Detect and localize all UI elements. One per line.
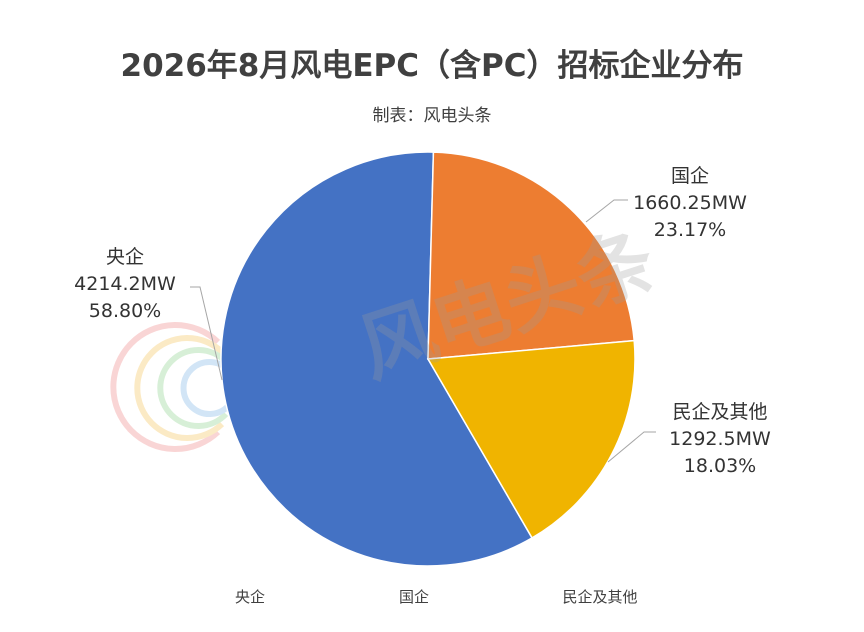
leader-line-state: [585, 199, 628, 223]
data-label-central-value: 4214.2MW: [74, 273, 176, 295]
data-label-private-category: 民企及其他: [672, 401, 767, 423]
legend-item-private: 民企及其他: [562, 588, 637, 606]
data-label-state-category: 国企: [671, 165, 709, 187]
data-labels: 央企 4214.2MW 58.80% 国企 1660.25MW 23.17% 民企及其他 12…: [74, 165, 771, 477]
leader-line-private: [607, 431, 656, 463]
watermark-logo-icon: [110, 322, 233, 452]
data-label-central-percent: 58.80%: [89, 300, 161, 322]
chart-title: 2026年8月风电EPC（含PC）招标企业分布: [120, 48, 744, 84]
leader-line-central: [190, 286, 223, 381]
legend: 央企 国企 民企及其他: [235, 588, 638, 606]
chart-subtitle: 制表：风电头条: [372, 106, 492, 126]
pie-slice-central: [220, 151, 534, 567]
legend-item-central: 央企: [235, 588, 265, 606]
pie-slice-private: [426, 339, 636, 539]
data-label-state-percent: 23.17%: [654, 219, 726, 241]
data-label-state-value: 1660.25MW: [633, 192, 747, 214]
leader-lines: [190, 199, 656, 463]
data-label-private-percent: 18.03%: [684, 455, 756, 477]
pie-slices: [220, 151, 636, 567]
legend-item-state: 国企: [399, 588, 429, 606]
pie-slice-state: [427, 151, 635, 360]
data-label-central-category: 央企: [106, 246, 144, 268]
data-label-private-value: 1292.5MW: [669, 428, 771, 450]
